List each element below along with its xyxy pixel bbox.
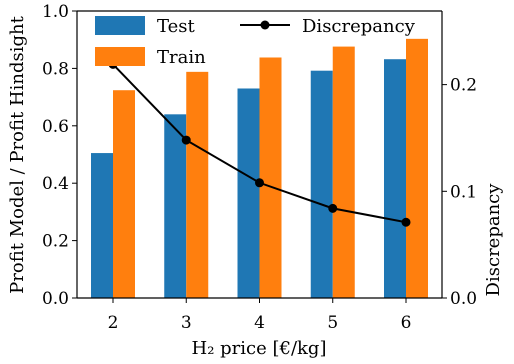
train-bar [186, 71, 209, 299]
y-tick-label: 0.0 [42, 289, 69, 309]
test-bar [237, 88, 260, 299]
legend: Test Discrepancy Train [95, 16, 416, 68]
test-bar [310, 70, 333, 298]
x-axis-label: H₂ price [€/kg] [192, 338, 327, 359]
legend-marker-discrepancy [260, 20, 270, 30]
legend-swatch-test [95, 16, 145, 35]
x-tick-label: 3 [181, 313, 192, 333]
test-bar [384, 59, 406, 298]
legend-label-discrepancy: Discrepancy [302, 16, 416, 37]
train-bar [113, 90, 135, 298]
y-axis-label: Profit Model / Profit Hindsight [7, 15, 28, 293]
y-tick-label: 0.6 [42, 117, 69, 137]
legend-swatch-train [95, 47, 145, 66]
discrepancy-point [401, 217, 411, 227]
train-bar [259, 57, 282, 298]
legend-label-train: Train [157, 47, 206, 68]
y-tick-label: 1.0 [42, 2, 69, 22]
discrepancy-series [108, 59, 411, 227]
y-tick-label: 0.4 [42, 174, 69, 194]
discrepancy-point [181, 135, 191, 145]
x-tick-label: 5 [327, 313, 338, 333]
y-tick-label: 0.8 [42, 59, 69, 79]
tick-labels: 2 3 4 5 6 0.0 0.2 0.4 0.6 0.8 1.0 0.0 0.1 0.2 [42, 2, 477, 333]
train-bar [406, 38, 428, 299]
test-bar [164, 114, 187, 298]
right-y-tick-label: 0.2 [450, 76, 477, 96]
x-tick-label: 6 [401, 313, 412, 333]
axes [72, 10, 447, 303]
right-y-axis-label: Discrepancy [483, 183, 504, 297]
y-tick-label: 0.2 [42, 232, 69, 252]
x-tick-label: 2 [108, 313, 119, 333]
test-bar [91, 153, 113, 298]
right-y-tick-label: 0.1 [450, 182, 477, 202]
x-tick-label: 4 [254, 313, 265, 333]
discrepancy-point [328, 203, 338, 213]
train-bar [332, 46, 355, 299]
discrepancy-point [255, 178, 264, 188]
legend-label-test: Test [157, 16, 195, 37]
bars-layer [91, 38, 428, 299]
right-y-tick-label: 0.0 [450, 289, 477, 309]
